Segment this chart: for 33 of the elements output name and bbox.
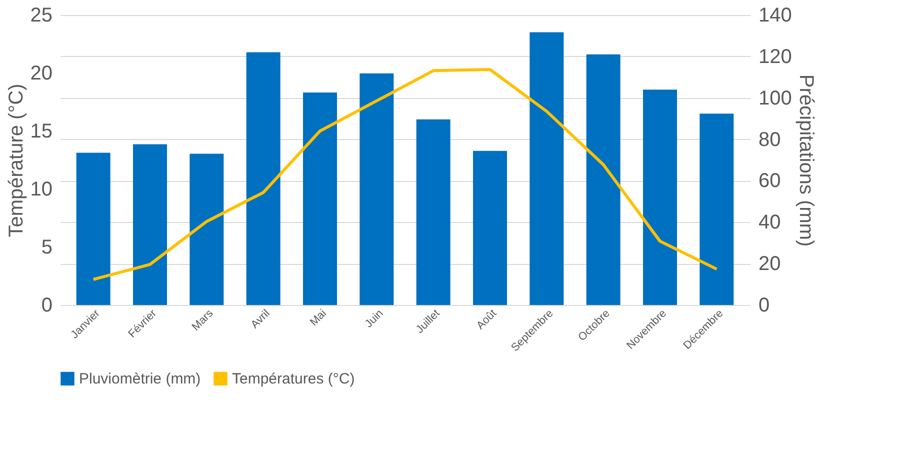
y-tick-label: 15	[30, 120, 52, 142]
bar	[530, 32, 564, 305]
bar	[76, 152, 110, 305]
y-tick-label: 20	[30, 62, 52, 84]
y-tick-label: 10	[30, 178, 52, 200]
y2-tick-label: 80	[758, 128, 781, 151]
legend-label: Températures (°C)	[232, 370, 355, 388]
y-axis-title: Température (°C)	[5, 84, 28, 238]
bar	[360, 73, 394, 305]
bar	[473, 150, 507, 305]
bar	[643, 90, 677, 305]
bar	[700, 114, 734, 305]
y2-axis-title: Précipitations (mm)	[794, 74, 817, 247]
y2-tick-label: 120	[758, 46, 792, 68]
x-tick-label: Mai	[308, 308, 329, 329]
y-tick-label: 25	[30, 4, 52, 26]
y2-tick-label: 140	[758, 4, 792, 26]
bar	[190, 154, 224, 305]
legend-label: Pluviomètrie (mm)	[79, 370, 201, 388]
bar	[133, 144, 167, 305]
line-series	[92, 68, 718, 281]
bar	[416, 119, 450, 305]
bar	[246, 52, 280, 305]
y2-tick-label: 20	[758, 253, 781, 276]
y2-tick-label: 100	[758, 87, 792, 110]
bar	[586, 54, 620, 305]
y-tick-label: 0	[41, 294, 52, 316]
bar	[303, 92, 337, 305]
x-tick-label: Juin	[362, 308, 386, 330]
y2-tick-label: 0	[758, 294, 770, 316]
y2-tick-label: 40	[758, 212, 781, 234]
y2-tick-label: 60	[758, 170, 781, 192]
y-tick-label: 5	[41, 236, 52, 258]
